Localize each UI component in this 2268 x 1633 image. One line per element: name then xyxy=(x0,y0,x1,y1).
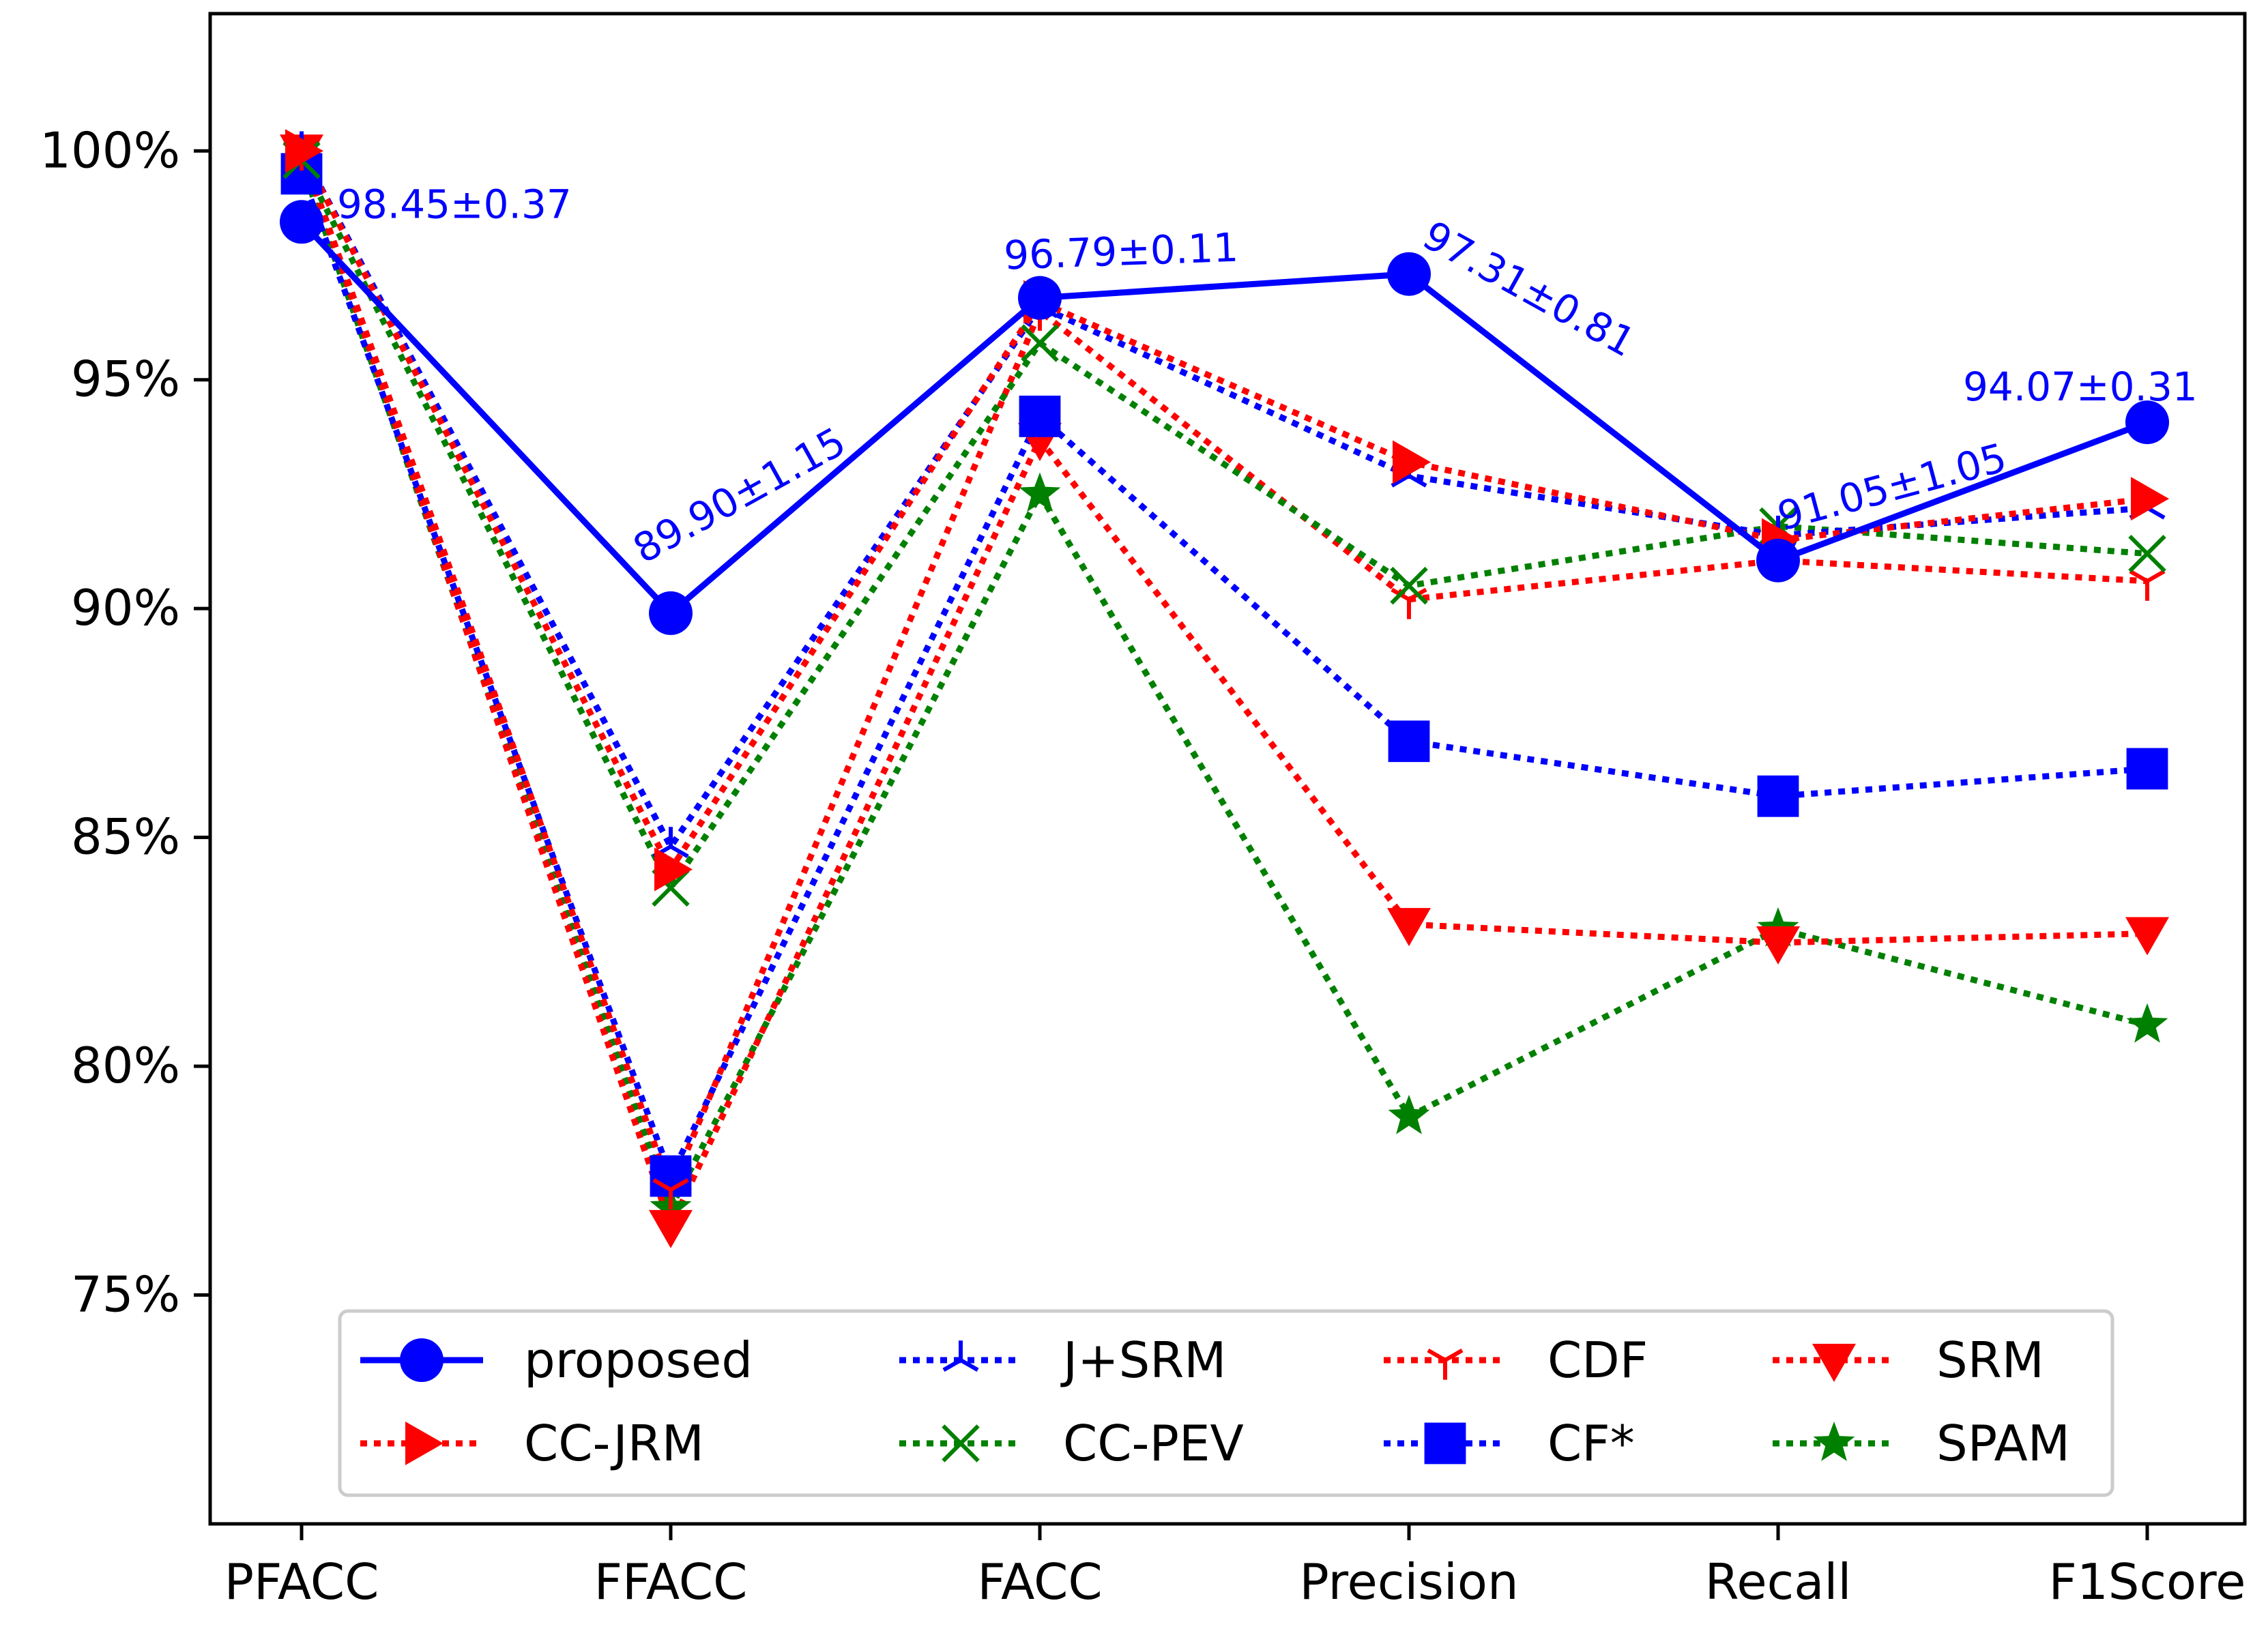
data-point-cc-jrm-ffacc xyxy=(654,847,693,892)
y-tick-label-75: 75% xyxy=(71,1266,180,1323)
legend-label-cc-pev: CC-PEV xyxy=(1063,1415,1244,1472)
x-tick-label-facc: FACC xyxy=(977,1553,1102,1610)
series-line-cc-jrm xyxy=(298,149,2148,873)
x-tick-label-ffacc: FFACC xyxy=(594,1553,748,1610)
data-point-srm-recall xyxy=(1756,926,1800,965)
legend-item-spam: SPAM xyxy=(1773,1415,2070,1472)
data-point-cf-f1score xyxy=(2126,748,2168,790)
y-tick-label-100: 100% xyxy=(40,121,180,179)
data-point-cc-pev-facc xyxy=(1021,324,1059,362)
data-point-proposed-f1score xyxy=(2125,400,2169,445)
data-point-cdf-precision xyxy=(1391,587,1427,619)
data-point-cf-facc xyxy=(1019,396,1061,437)
legend-marker-cc-pev xyxy=(942,1424,980,1462)
data-point-cc-pev-f1score xyxy=(2128,534,2166,573)
annotation-ffacc: 89.90±1.15 xyxy=(626,418,854,572)
data-point-cf-precision xyxy=(1388,720,1430,763)
legend-label-cc-jrm: CC-JRM xyxy=(524,1415,704,1472)
data-point-cc-pev-precision xyxy=(1390,566,1428,605)
legend-label-cf: CF* xyxy=(1547,1415,1635,1472)
data-point-proposed-facc xyxy=(1018,276,1062,320)
data-point-proposed-pfacc xyxy=(280,200,323,244)
legend-label-proposed: proposed xyxy=(524,1332,753,1389)
data-point-srm-f1score xyxy=(2125,917,2169,956)
y-tick-label-95: 95% xyxy=(71,351,180,408)
y-tick-label-80: 80% xyxy=(71,1037,180,1094)
data-point-cf-recall xyxy=(1757,775,1799,817)
legend: proposed CC-JRM J+SRM CC-PEV CDF CF* SRM SPAM xyxy=(338,1309,2114,1497)
legend-marker-cdf xyxy=(1427,1348,1464,1380)
x-tick-label-f1score: F1Score xyxy=(2049,1553,2246,1610)
legend-marker-cc-jrm xyxy=(405,1422,444,1465)
legend-item-cf: CF* xyxy=(1384,1415,1635,1472)
legend-label-spam: SPAM xyxy=(1936,1415,2070,1472)
data-point-proposed-precision xyxy=(1387,252,1431,296)
series-line-spam xyxy=(298,163,2149,1211)
legend-item-cc-jrm: CC-JRM xyxy=(360,1415,704,1472)
annotation-pfacc: 98.45±0.37 xyxy=(337,181,572,227)
series-line-srm xyxy=(298,149,2148,1230)
series-line-j-srm xyxy=(299,149,2148,850)
legend-label-srm: SRM xyxy=(1936,1332,2044,1389)
legend-item-srm: SRM xyxy=(1773,1332,2044,1389)
legend-item-cdf: CDF xyxy=(1384,1332,1648,1389)
annotation-facc: 96.79±0.11 xyxy=(1003,224,1239,279)
x-tick-label-precision: Precision xyxy=(1299,1553,1518,1610)
data-point-cdf-ffacc xyxy=(652,1178,689,1210)
data-point-spam-precision xyxy=(1388,1094,1430,1134)
series-markers-layer xyxy=(280,129,2169,1248)
data-point-proposed-ffacc xyxy=(649,591,693,635)
series-line-cf xyxy=(298,173,2148,1179)
legend-item-j-srm: J+SRM xyxy=(899,1332,1226,1389)
legend-marker-j-srm xyxy=(942,1340,979,1372)
annotation-f1score: 94.07±0.31 xyxy=(1963,364,2198,410)
legend-marker-cf xyxy=(1424,1422,1466,1465)
legend-marker-srm xyxy=(1812,1344,1856,1382)
data-point-cc-jrm-pfacc xyxy=(285,129,323,173)
data-point-proposed-recall xyxy=(1756,538,1800,583)
data-point-spam-f1score xyxy=(2126,1003,2168,1043)
legend-label-cdf: CDF xyxy=(1547,1332,1648,1389)
legend-marker-spam xyxy=(1813,1422,1855,1461)
legend-item-proposed: proposed xyxy=(360,1332,753,1389)
legend-box xyxy=(338,1309,2114,1497)
y-tick-label-85: 85% xyxy=(71,808,180,866)
legend-marker-proposed xyxy=(400,1338,444,1382)
data-point-cc-jrm-f1score xyxy=(2131,477,2169,521)
series-line-cdf xyxy=(298,149,2148,1193)
data-point-cdf-f1score xyxy=(2129,569,2166,601)
x-tick-label-pfacc: PFACC xyxy=(224,1553,379,1610)
x-tick-label-recall: Recall xyxy=(1705,1553,1852,1610)
data-point-srm-ffacc xyxy=(649,1209,693,1248)
axes-layer: 75% 80% 85% 90% 95% 100% PFACC FFACC FACC Precisi… xyxy=(40,12,2247,1610)
series-lines-layer xyxy=(298,149,2149,1230)
data-point-spam-facc xyxy=(1019,472,1061,512)
legend-label-j-srm: J+SRM xyxy=(1060,1332,1226,1389)
series-line-proposed xyxy=(299,220,2149,617)
data-point-cc-jrm-precision xyxy=(1393,440,1431,484)
data-point-srm-precision xyxy=(1387,908,1431,947)
annotations-layer: 98.45±0.37 89.90±1.15 96.79±0.11 97.31±0.81… xyxy=(337,181,2198,572)
y-tick-label-90: 90% xyxy=(71,579,180,636)
annotation-precision: 97.31±0.81 xyxy=(1415,212,1643,366)
legend-item-cc-pev: CC-PEV xyxy=(899,1415,1244,1472)
